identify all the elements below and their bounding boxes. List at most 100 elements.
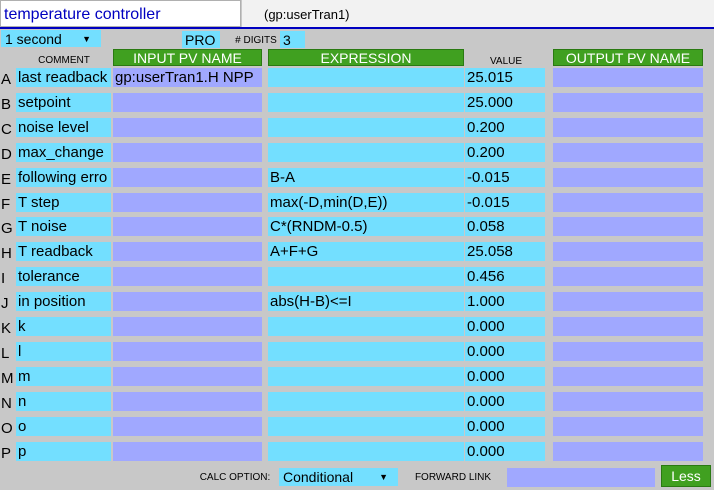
output-pv-field[interactable]: [553, 417, 703, 436]
input-pv-field[interactable]: [113, 367, 262, 386]
scan-rate-select[interactable]: 1 second ▼: [1, 30, 101, 47]
value-field: 1.000: [465, 292, 545, 311]
forward-link-input[interactable]: [507, 468, 655, 487]
caret-down-icon: ▼: [82, 33, 91, 44]
output-pv-field[interactable]: [553, 118, 703, 137]
input-pv-field[interactable]: [113, 442, 262, 461]
input-pv-field[interactable]: [113, 93, 262, 112]
header-divider: [0, 27, 714, 29]
comment-field[interactable]: k: [16, 317, 111, 336]
expression-field[interactable]: C*(RNDM-0.5): [268, 217, 464, 236]
expression-field[interactable]: B-A: [268, 168, 464, 187]
expression-field[interactable]: [268, 143, 464, 162]
input-pv-field[interactable]: [113, 342, 262, 361]
output-pv-field[interactable]: [553, 193, 703, 212]
output-pv-field[interactable]: [553, 267, 703, 286]
input-pv-field[interactable]: [113, 417, 262, 436]
input-pv-field[interactable]: [113, 118, 262, 137]
input-pv-field[interactable]: gp:userTran1.H NPP: [113, 68, 262, 87]
column-output-pv-header: OUTPUT PV NAME: [553, 49, 703, 66]
expression-field[interactable]: [268, 392, 464, 411]
column-input-pv-header: INPUT PV NAME: [113, 49, 262, 66]
less-button[interactable]: Less: [661, 465, 711, 487]
comment-field[interactable]: tolerance: [16, 267, 111, 286]
output-pv-field[interactable]: [553, 392, 703, 411]
input-pv-field[interactable]: [113, 168, 262, 187]
comment-field[interactable]: l: [16, 342, 111, 361]
row-letter: B: [1, 96, 12, 113]
comment-field[interactable]: m: [16, 367, 111, 386]
comment-field[interactable]: following erro: [16, 168, 111, 187]
column-expression-header: EXPRESSION: [268, 49, 464, 66]
expression-field[interactable]: [268, 267, 464, 286]
output-pv-field[interactable]: [553, 317, 703, 336]
column-value-header: VALUE: [489, 56, 523, 67]
output-pv-field[interactable]: [553, 93, 703, 112]
row-letter: A: [1, 71, 12, 88]
input-pv-field[interactable]: [113, 143, 262, 162]
column-comment-header: COMMENT: [38, 55, 90, 66]
value-field: 0.200: [465, 143, 545, 162]
input-pv-field[interactable]: [113, 217, 262, 236]
input-pv-field[interactable]: [113, 193, 262, 212]
row-letter: P: [1, 445, 12, 462]
comment-field[interactable]: T readback: [16, 242, 111, 261]
record-name: (gp:userTran1): [242, 0, 714, 27]
value-field: 0.000: [465, 392, 545, 411]
comment-field[interactable]: n: [16, 392, 111, 411]
input-pv-field[interactable]: [113, 242, 262, 261]
input-pv-field[interactable]: [113, 392, 262, 411]
comment-field[interactable]: T noise: [16, 217, 111, 236]
output-pv-field[interactable]: [553, 68, 703, 87]
expression-field[interactable]: A+F+G: [268, 242, 464, 261]
expression-field[interactable]: [268, 68, 464, 87]
row-letter: O: [1, 420, 13, 437]
comment-field[interactable]: last readback: [16, 68, 111, 87]
expression-field[interactable]: [268, 342, 464, 361]
output-pv-field[interactable]: [553, 442, 703, 461]
output-pv-field[interactable]: [553, 143, 703, 162]
input-pv-field[interactable]: [113, 267, 262, 286]
calc-option-label: CALC OPTION:: [199, 472, 271, 483]
calc-option-select[interactable]: Conditional ▼: [279, 468, 398, 486]
output-pv-field[interactable]: [553, 217, 703, 236]
row-letter: M: [1, 370, 14, 387]
value-field: 0.456: [465, 267, 545, 286]
digits-label: # DIGITS: [235, 35, 277, 46]
value-field: 25.015: [465, 68, 545, 87]
row-letter: G: [1, 220, 13, 237]
expression-field[interactable]: abs(H-B)<=I: [268, 292, 464, 311]
output-pv-field[interactable]: [553, 292, 703, 311]
pro-badge: PRO: [182, 31, 220, 48]
expression-field[interactable]: [268, 118, 464, 137]
row-letter: L: [1, 345, 10, 362]
expression-field[interactable]: [268, 442, 464, 461]
row-letter: C: [1, 121, 12, 138]
row-letter: H: [1, 245, 12, 262]
comment-field[interactable]: noise level: [16, 118, 111, 137]
input-pv-field[interactable]: [113, 292, 262, 311]
value-field: 0.000: [465, 367, 545, 386]
comment-field[interactable]: o: [16, 417, 111, 436]
comment-field[interactable]: p: [16, 442, 111, 461]
output-pv-field[interactable]: [553, 342, 703, 361]
expression-field[interactable]: [268, 317, 464, 336]
comment-field[interactable]: setpoint: [16, 93, 111, 112]
expression-field[interactable]: [268, 367, 464, 386]
comment-field[interactable]: max_change: [16, 143, 111, 162]
value-field: 0.000: [465, 417, 545, 436]
comment-field[interactable]: T step: [16, 193, 111, 212]
scan-rate-value: 1 second: [5, 30, 62, 47]
expression-field[interactable]: max(-D,min(D,E)): [268, 193, 464, 212]
expression-field[interactable]: [268, 417, 464, 436]
input-pv-field[interactable]: [113, 317, 262, 336]
digits-input[interactable]: 3: [280, 31, 305, 48]
output-pv-field[interactable]: [553, 168, 703, 187]
expression-field[interactable]: [268, 93, 464, 112]
output-pv-field[interactable]: [553, 242, 703, 261]
output-pv-field[interactable]: [553, 367, 703, 386]
comment-field[interactable]: in position: [16, 292, 111, 311]
row-letter: J: [1, 295, 9, 312]
value-field: 0.200: [465, 118, 545, 137]
value-field: 0.000: [465, 342, 545, 361]
